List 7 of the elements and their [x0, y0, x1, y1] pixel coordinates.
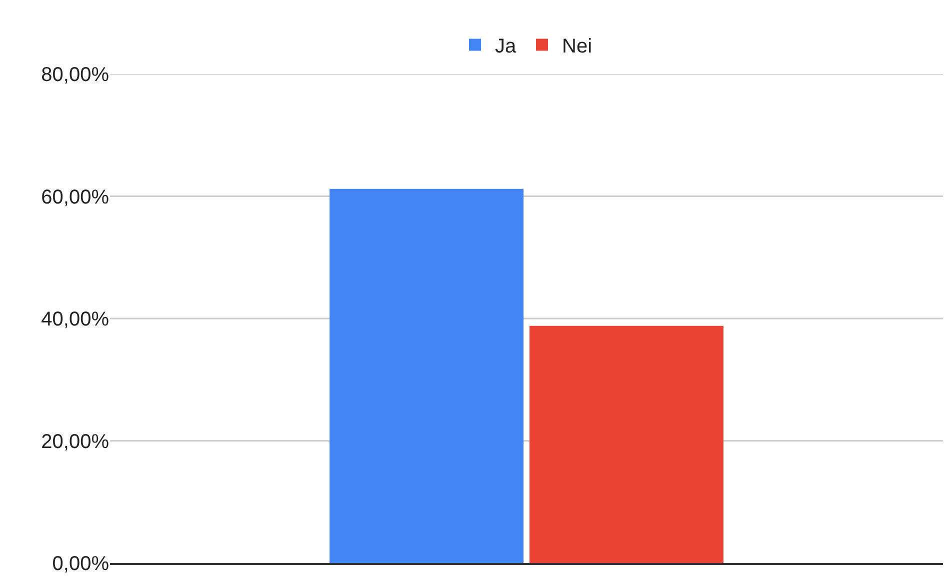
y-tick-label: 20,00%: [41, 430, 110, 453]
legend-label: Ja: [495, 36, 517, 58]
y-tick-label: 40,00%: [41, 308, 110, 330]
y-tick-label: 60,00%: [41, 186, 110, 208]
legend-label: Nei: [562, 36, 592, 58]
y-tick-label: 80,00%: [41, 64, 110, 86]
y-tick-label: 0,00%: [52, 553, 110, 575]
